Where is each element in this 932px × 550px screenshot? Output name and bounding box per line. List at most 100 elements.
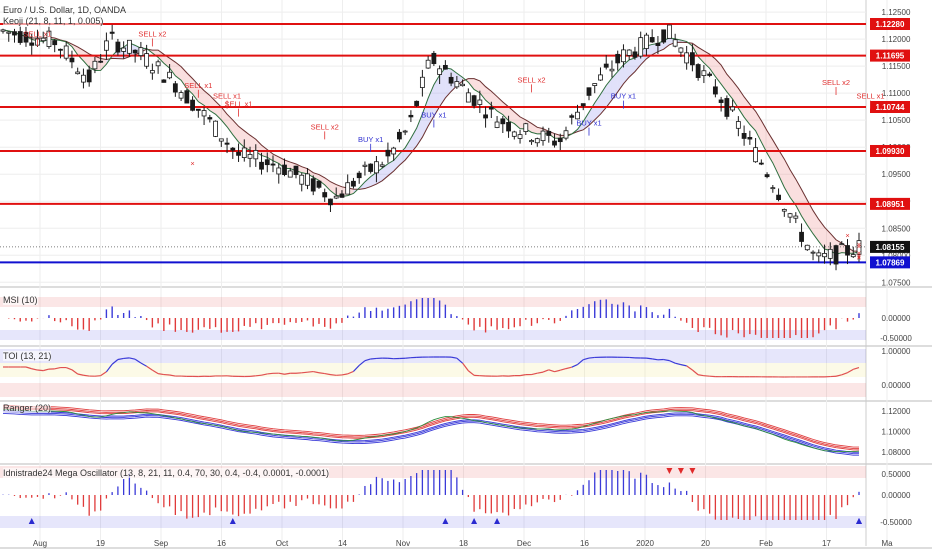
cloud-segment [606,78,612,108]
toi-line-segment [267,372,274,375]
slow-average-line [2,29,860,252]
x-marker: × [190,159,194,168]
toi-line-segment [405,357,411,359]
candle-body [483,114,488,119]
candle-body [29,42,35,46]
x-marker: × [857,240,861,249]
candle-body [506,122,511,132]
candle-body [218,138,224,142]
toi-line-segment [318,372,325,375]
price-level-tag-text: 1.08155 [876,243,905,252]
toi-line-segment [853,366,860,370]
price-level-tag: 1.08951 [870,197,910,210]
candle-body [276,167,282,175]
toi-line-segment [278,372,285,375]
toi-line-segment [565,366,572,370]
candle-body [632,51,638,58]
toi-line-segment [686,365,693,371]
candle-body [351,180,356,187]
candle-body [104,40,109,51]
candle-body [172,83,178,93]
candle-body [115,41,121,53]
cloud-segment [629,57,635,78]
cloud-segment [416,113,423,146]
candle-body [247,154,253,159]
cloud-segment [77,46,84,61]
candle-body [448,76,454,84]
candle-body [442,64,448,70]
candle-body [81,74,86,83]
ranger-band-line [2,412,860,456]
price-axis-tick: 1.08000 [882,251,911,260]
toi-line-segment [537,371,544,374]
cloud-segment [181,66,187,89]
mega-lower-zone [0,516,866,528]
cloud-segment [410,128,417,154]
time-axis-label: 18 [459,539,468,548]
candle-body [92,60,98,70]
price-level-tag: 1.09930 [870,144,910,157]
cloud-segment [175,62,182,81]
toi-line-segment [542,369,549,373]
msi-pane-label[interactable]: MSI (10) [3,295,38,305]
mega-oscillator-pane-label[interactable]: Idnistrade24 Mega Oscillator (13, 8, 21,… [3,468,330,478]
candle-body [207,117,213,120]
toi-line-segment [347,370,354,375]
signal-label: BUY x1 [611,92,636,101]
cloud-segment [531,123,538,134]
symbol-title: Euro / U.S. Dollar, 1D, OANDA [3,5,127,15]
toi-line-segment [37,369,44,372]
candle-body [799,231,804,242]
candle-body [425,59,431,69]
signal-label: SELL x1 [184,81,212,90]
candle-body [253,150,259,160]
candle-body [305,173,310,186]
candle-body [167,71,173,79]
ranger-pane-label[interactable]: Ranger (20) [3,403,52,413]
candle-body [264,159,270,166]
candle-body [816,252,822,257]
candle-body [0,29,6,32]
cloud-segment [485,86,492,106]
toi-line-segment [646,357,653,360]
ranger-band-line [2,411,860,455]
time-axis-label: 20 [701,539,710,548]
toi-line-segment [301,371,308,374]
cloud-segment [393,153,400,172]
toi-middle-zone [0,363,866,377]
candle-body [6,31,12,34]
signal-label: BUY x1 [576,119,601,128]
toi-line-segment [675,362,682,366]
candle-body [339,193,345,198]
candle-body [534,138,540,144]
candle-body [40,37,46,42]
time-axis-label: Oct [276,539,289,548]
cloud-segment [709,54,716,77]
candle-body [230,147,236,151]
mega-axis-tick: 0.50000 [882,470,911,479]
toi-line-segment [71,369,79,375]
cloud-segment [795,179,802,217]
main-indicator-label[interactable]: Keoji (21, 8, 11, 1, 0.005) [3,16,104,26]
candle-body [75,71,81,75]
candle-body [569,115,575,118]
cloud-segment [468,78,475,90]
toi-line-segment [548,369,555,373]
cloud-segment [772,140,779,176]
mega-sell-marker [666,468,673,474]
time-axis-label: Dec [517,539,531,548]
toi-pane-label[interactable]: TOI (13, 21) [3,351,52,361]
toi-line-segment [249,375,256,377]
toi-line-segment [83,374,90,377]
price-axis-tick: 1.07500 [882,278,911,287]
candle-body [804,244,810,251]
price-level-tag: 1.08155 [870,240,910,253]
cloud-segment [169,58,176,76]
toi-line-segment [54,366,61,370]
candle-body [500,118,506,125]
candle-body [552,140,557,146]
candle-body [810,251,816,254]
time-axis-label: 19 [96,539,105,548]
